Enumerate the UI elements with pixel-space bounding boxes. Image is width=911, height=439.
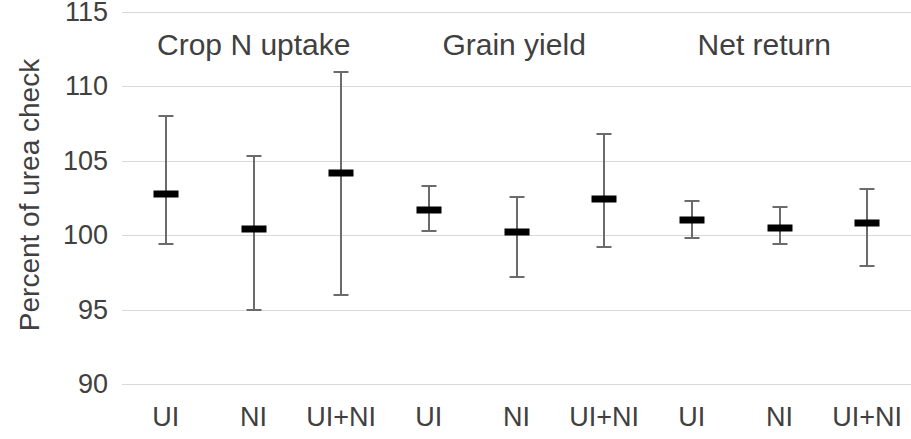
gridline-105: [122, 161, 911, 162]
upper-cap: [860, 188, 875, 190]
group-title-2: Net return: [698, 28, 831, 62]
mean-marker: [592, 196, 617, 203]
y-tick-label-115: 115: [28, 0, 108, 26]
lower-cap: [772, 243, 787, 245]
upper-cap: [772, 206, 787, 208]
mean-marker: [767, 224, 792, 231]
group-title-1: Grain yield: [442, 28, 585, 62]
y-tick-label-90: 90: [28, 371, 108, 398]
upper-cap: [597, 133, 612, 135]
mean-marker: [504, 229, 529, 236]
lower-cap: [860, 265, 875, 267]
error-bar-chart: Percent of urea check 1151101051009590Cr…: [0, 0, 911, 439]
whisker-line: [603, 134, 605, 247]
mean-marker: [416, 206, 441, 213]
x-axis-label-6: UI: [678, 402, 705, 433]
whisker-line: [340, 72, 342, 295]
whisker-line: [866, 189, 868, 266]
upper-cap: [684, 200, 699, 202]
mean-marker: [153, 190, 178, 197]
y-tick-label-110: 110: [28, 73, 108, 100]
lower-cap: [421, 230, 436, 232]
whisker-line: [253, 156, 255, 309]
mean-marker: [679, 217, 704, 224]
lower-cap: [158, 243, 173, 245]
upper-cap: [421, 185, 436, 187]
upper-cap: [158, 115, 173, 117]
mean-marker: [855, 220, 880, 227]
y-tick-label-100: 100: [28, 222, 108, 249]
x-axis-label-2: UI+NI: [306, 402, 376, 433]
lower-cap: [684, 237, 699, 239]
whisker-line: [516, 197, 518, 277]
whisker-line: [165, 116, 167, 244]
x-axis-label-0: UI: [152, 402, 179, 433]
gridline-95: [122, 310, 911, 311]
upper-cap: [246, 155, 261, 157]
lower-cap: [246, 309, 261, 311]
mean-marker: [329, 169, 354, 176]
x-axis-label-3: UI: [415, 402, 442, 433]
upper-cap: [509, 196, 524, 198]
lower-cap: [509, 276, 524, 278]
mean-marker: [241, 226, 266, 233]
y-tick-label-95: 95: [28, 297, 108, 324]
gridline-115: [122, 12, 911, 13]
x-axis-label-5: UI+NI: [569, 402, 639, 433]
x-axis-label-8: UI+NI: [832, 402, 902, 433]
x-axis-label-4: NI: [503, 402, 530, 433]
group-title-0: Crop N uptake: [157, 28, 350, 62]
gridline-110: [122, 86, 911, 87]
x-axis-label-7: NI: [766, 402, 793, 433]
y-tick-label-105: 105: [28, 148, 108, 175]
gridline-90: [122, 384, 911, 385]
lower-cap: [597, 246, 612, 248]
x-axis-label-1: NI: [240, 402, 267, 433]
upper-cap: [334, 71, 349, 73]
lower-cap: [334, 294, 349, 296]
